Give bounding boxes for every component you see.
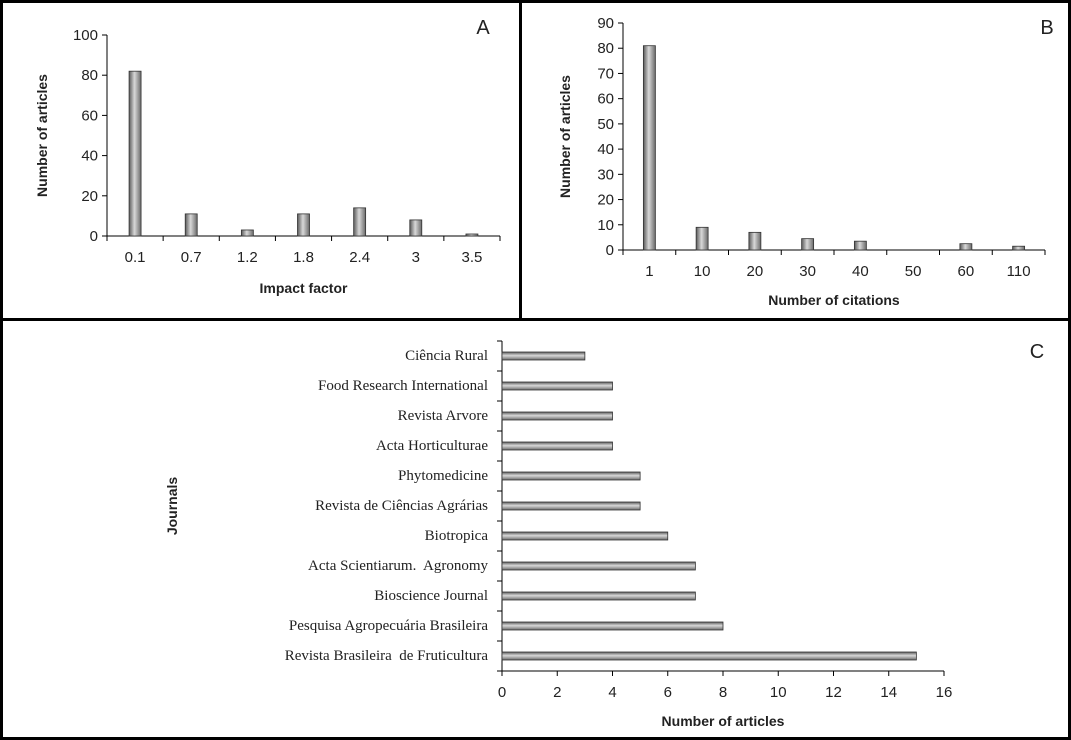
x-tick-label: 1.8 xyxy=(293,249,314,266)
x-tick-label: 3 xyxy=(412,249,420,266)
x-tick-label: 10 xyxy=(694,263,711,280)
bar xyxy=(184,213,198,237)
panel-a-impact-factor-chart: 0 20 40 60 80 100 0.1 0.7 1.2 1.8 2.4 3 3.5 Impact fa… xyxy=(34,17,501,296)
y-tick-label: 40 xyxy=(81,148,98,165)
bar xyxy=(501,651,917,661)
x-tick-label: 0.7 xyxy=(181,249,202,266)
x-axis-title: Number of articles xyxy=(662,713,785,729)
x-tick-label: 12 xyxy=(825,684,842,701)
journal-label: Ciência Rural xyxy=(405,348,488,364)
y-tick-label: 80 xyxy=(81,67,98,84)
y-tick-label: 0 xyxy=(90,228,98,245)
x-tick-label: 110 xyxy=(1007,263,1031,280)
y-tick-label: 20 xyxy=(81,188,98,205)
bar xyxy=(501,501,641,511)
y-tick-label: 30 xyxy=(597,166,614,183)
x-tick-label: 50 xyxy=(905,263,922,280)
x-tick-label: 10 xyxy=(770,684,787,701)
journal-label: Revista de Ciências Agrárias xyxy=(315,498,488,514)
bar xyxy=(801,238,815,251)
journal-label: Acta Scientiarum. Agronomy xyxy=(308,558,488,574)
bar xyxy=(128,70,142,237)
bar xyxy=(240,229,254,237)
x-tick-label: 1 xyxy=(645,263,653,280)
journal-label: Acta Horticulturae xyxy=(376,438,488,454)
x-tick-label: 16 xyxy=(936,684,953,701)
journal-label: Revista Arvore xyxy=(398,408,489,424)
x-tick-label: 2.4 xyxy=(349,249,370,266)
bar xyxy=(695,226,709,251)
x-tick-label: 30 xyxy=(799,263,816,280)
journal-label: Pesquisa Agropecuária Brasileira xyxy=(289,618,488,634)
x-tick-label: 60 xyxy=(958,263,975,280)
x-tick-label: 0 xyxy=(498,684,506,701)
x-tick-label: 14 xyxy=(880,684,897,701)
x-tick-label: 3.5 xyxy=(461,249,482,266)
bar xyxy=(501,441,613,451)
x-tick-label: 0.1 xyxy=(125,249,146,266)
bar xyxy=(501,411,613,421)
x-tick-label: 8 xyxy=(719,684,727,701)
y-tick-label: 0 xyxy=(606,242,614,259)
bar xyxy=(748,231,762,251)
y-axis-title: Number of articles xyxy=(557,75,573,198)
bar xyxy=(1012,245,1026,251)
bar xyxy=(642,45,656,251)
bar xyxy=(353,207,367,237)
panel-letter: B xyxy=(1040,17,1053,39)
bar xyxy=(853,240,867,251)
bar xyxy=(409,219,423,237)
bar xyxy=(501,591,696,601)
y-axis-title: Journals xyxy=(164,477,180,536)
y-axis-title: Number of articles xyxy=(34,74,50,197)
bar xyxy=(501,621,724,631)
y-tick-label: 10 xyxy=(597,217,614,234)
x-tick-label: 1.2 xyxy=(237,249,258,266)
bar xyxy=(959,243,973,251)
x-tick-label: 6 xyxy=(664,684,672,701)
x-tick-label: 20 xyxy=(747,263,764,280)
bar xyxy=(501,561,696,571)
x-tick-label: 40 xyxy=(852,263,869,280)
bar xyxy=(501,351,586,361)
y-tick-label: 50 xyxy=(597,116,614,133)
journal-label: Food Research International xyxy=(318,378,488,394)
bar xyxy=(297,213,310,237)
x-axis-title: Number of citations xyxy=(768,292,900,308)
y-tick-label: 70 xyxy=(597,65,614,82)
y-tick-label: 60 xyxy=(597,91,614,108)
y-tick-label: 60 xyxy=(81,107,98,124)
journal-label: Biotropica xyxy=(425,528,489,544)
panel-c-journals-chart: 0 2 4 6 8 10 12 14 16 Revista Brasileira de Fruti… xyxy=(164,340,1044,729)
bar xyxy=(465,233,479,237)
x-axis-title: Impact factor xyxy=(260,280,348,296)
journal-label: Phytomedicine xyxy=(398,468,488,484)
bar xyxy=(501,471,641,481)
x-tick-label: 4 xyxy=(608,684,616,701)
y-tick-label: 80 xyxy=(597,40,614,57)
journal-label: Bioscience Journal xyxy=(374,588,488,604)
x-tick-label: 2 xyxy=(553,684,561,701)
panel-letter: C xyxy=(1030,341,1044,363)
y-tick-label: 40 xyxy=(597,141,614,158)
y-tick-label: 90 xyxy=(597,15,614,32)
y-tick-label: 100 xyxy=(73,27,98,44)
bar xyxy=(501,531,669,541)
y-tick-label: 20 xyxy=(597,192,614,209)
journal-label: Revista Brasileira de Fruticultura xyxy=(285,648,489,664)
panel-letter: A xyxy=(476,17,490,39)
bar xyxy=(501,381,613,391)
